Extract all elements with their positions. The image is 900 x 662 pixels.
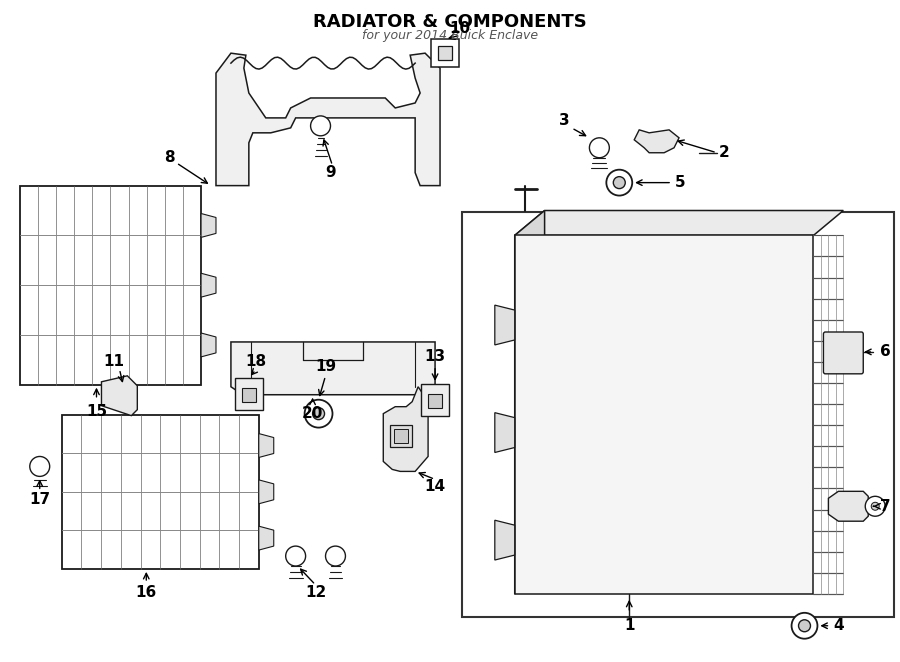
Text: 18: 18 [246,354,266,369]
Text: RADIATOR & COMPONENTS: RADIATOR & COMPONENTS [313,13,587,31]
Text: 9: 9 [325,165,336,180]
Bar [235,378,263,410]
Bar [394,428,409,442]
Polygon shape [515,211,544,594]
Circle shape [326,546,346,566]
Text: 11: 11 [103,354,124,369]
Text: 5: 5 [675,175,686,190]
Circle shape [304,400,332,428]
Text: 8: 8 [164,150,175,166]
Circle shape [865,496,886,516]
Circle shape [798,620,811,632]
Circle shape [310,116,330,136]
Polygon shape [383,387,428,471]
Polygon shape [201,333,216,357]
Bar [515,236,814,594]
Polygon shape [495,305,515,345]
Polygon shape [201,273,216,297]
Text: for your 2014 Buick Enclave: for your 2014 Buick Enclave [362,29,538,42]
Polygon shape [201,214,216,238]
Circle shape [285,546,306,566]
Circle shape [312,408,325,420]
Polygon shape [102,376,138,416]
Circle shape [871,502,879,510]
Circle shape [792,613,817,639]
Text: 6: 6 [880,344,891,359]
Circle shape [607,169,632,195]
Text: 16: 16 [136,585,157,600]
Polygon shape [495,520,515,560]
FancyBboxPatch shape [824,332,863,374]
Text: 14: 14 [425,479,446,494]
Circle shape [613,177,626,189]
Text: 2: 2 [719,145,730,160]
Bar [20,185,201,385]
Text: 1: 1 [624,618,634,634]
Circle shape [30,457,50,477]
Text: 7: 7 [880,498,891,514]
Bar [462,213,894,617]
Text: 17: 17 [29,492,50,507]
Bar [391,424,412,446]
Text: 4: 4 [833,618,844,634]
Polygon shape [259,526,274,550]
Bar [428,394,442,408]
Text: 19: 19 [315,359,336,374]
Polygon shape [495,412,515,453]
Bar [431,39,459,67]
Polygon shape [259,480,274,504]
Polygon shape [259,434,274,457]
Circle shape [590,138,609,158]
Text: 10: 10 [449,21,471,36]
Polygon shape [634,130,679,153]
Bar [242,388,256,402]
Polygon shape [216,53,440,185]
Polygon shape [231,342,435,395]
Bar [61,414,259,569]
Text: 3: 3 [559,113,570,128]
Bar [421,384,449,416]
Text: 15: 15 [86,404,107,419]
Polygon shape [515,211,843,236]
Text: 20: 20 [302,406,323,421]
Bar [438,46,452,60]
Text: 12: 12 [305,585,326,600]
Polygon shape [828,491,868,521]
Text: 13: 13 [425,350,446,364]
